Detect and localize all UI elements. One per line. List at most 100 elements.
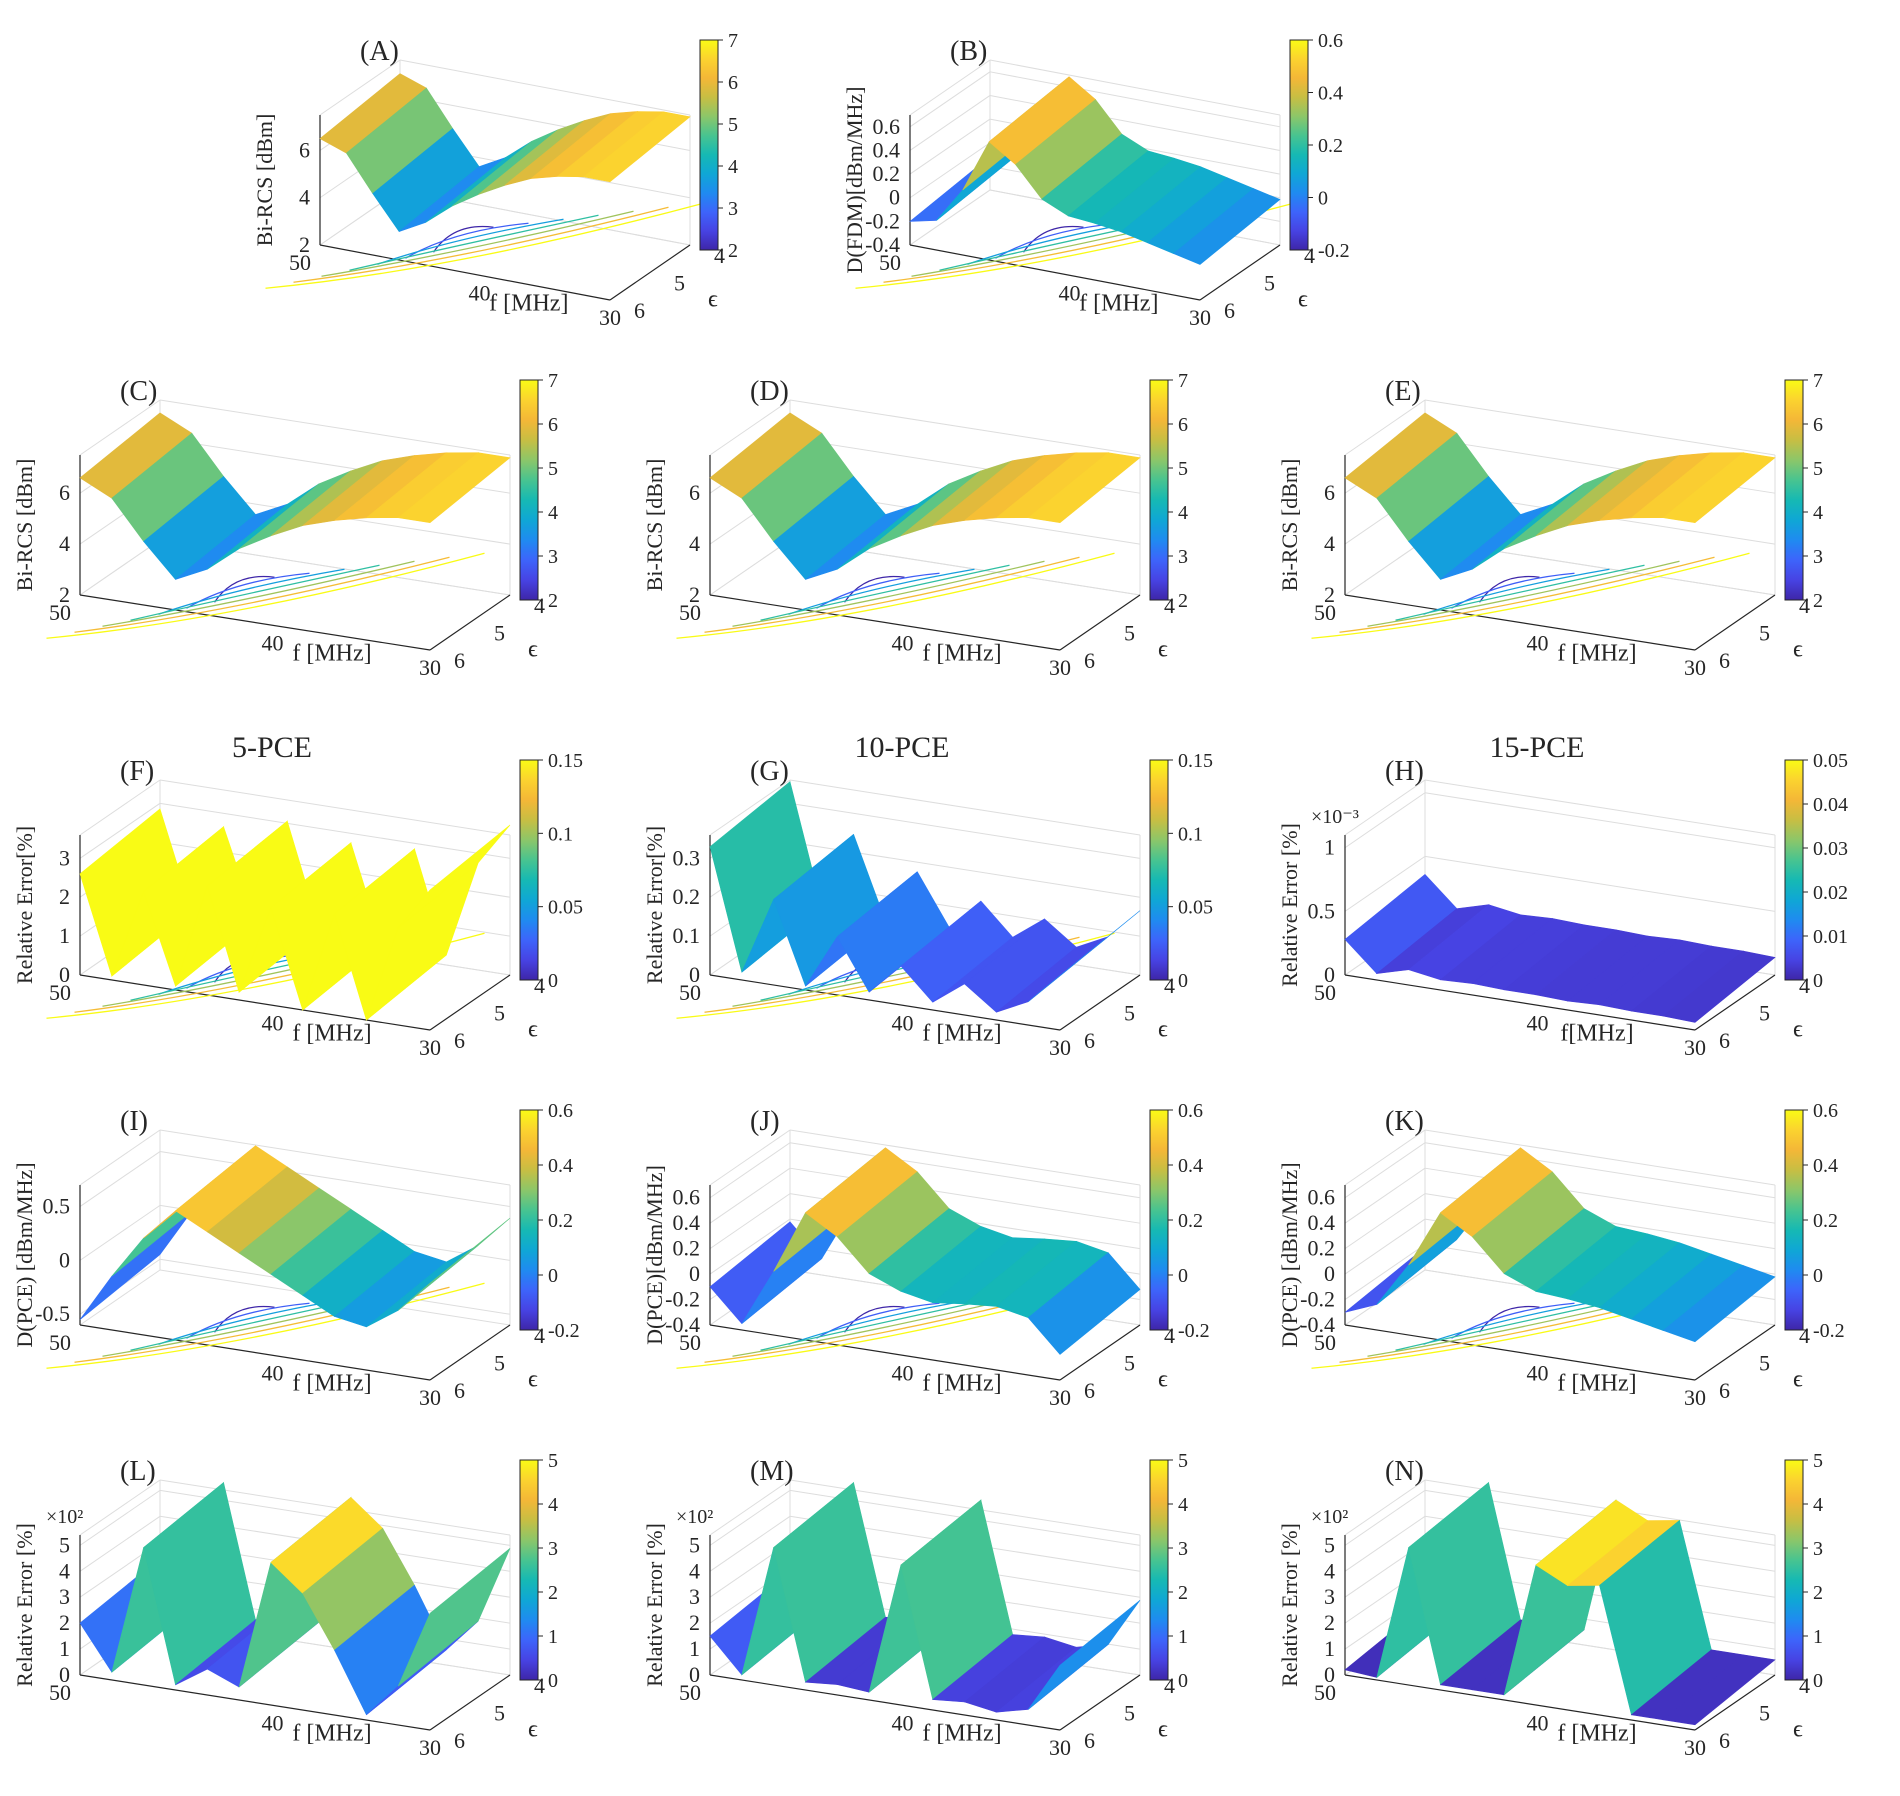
y-axis-line <box>1059 594 1141 651</box>
contour-line <box>760 564 1010 621</box>
grid-line <box>159 1151 511 1208</box>
x-tick-label: 30 <box>1684 1385 1706 1410</box>
panel-title: 15-PCE <box>1489 731 1584 764</box>
grid-line <box>79 1129 161 1186</box>
colorbar-C: 2 3 4 5 6 7 <box>519 370 558 612</box>
x-tick-label: 40 <box>262 1010 284 1035</box>
y-tick-label: 6 <box>454 1378 465 1403</box>
grid-line <box>79 1489 161 1546</box>
panel-label: (K) <box>1385 1106 1424 1137</box>
y-tick-label: 5 <box>1759 1001 1770 1026</box>
surface-patch <box>397 824 511 929</box>
panel-label: (A) <box>360 36 399 67</box>
colorbar-rect <box>1149 379 1169 601</box>
y-tick-label: 6 <box>454 648 465 673</box>
grid-line <box>1424 1167 1776 1224</box>
grid-line <box>709 399 791 456</box>
colorbar-rect <box>1149 759 1169 981</box>
colorbar-tick-label: 2 <box>1813 1582 1823 1604</box>
z-tick-label: 4 <box>299 185 310 210</box>
x-tick-label: 30 <box>1049 1385 1071 1410</box>
y-axis-line <box>429 1324 511 1381</box>
panel-H: 0 0.5 1 50 40 30 4 5 6 f[MHz] ϵ Relative Error [%] ×… <box>1277 731 1848 1060</box>
colorbar-tick-label: 0.1 <box>1178 823 1203 845</box>
z-tick-label: 4 <box>1324 531 1335 556</box>
z-tick-label: 2 <box>1324 1610 1335 1635</box>
colorbar-K: -0.2 0 0.2 0.4 0.6 <box>1784 1100 1845 1342</box>
grid-line <box>159 779 511 836</box>
x-axis-label: f [MHz] <box>922 1021 1001 1047</box>
x-tick-label: 40 <box>892 1010 914 1035</box>
y-axis-line <box>1694 974 1776 1031</box>
x-tick-label: 50 <box>289 250 311 275</box>
z-tick-label: 6 <box>1324 480 1335 505</box>
y-tick-label: 4 <box>1799 1323 1810 1348</box>
grid-line <box>1424 779 1776 836</box>
colorbar-tick-label: 0 <box>548 970 558 992</box>
x-axis-line <box>79 1674 431 1731</box>
grid-line <box>1344 539 1426 596</box>
x-tick-label: 30 <box>1049 1035 1071 1060</box>
colorbar-rect <box>1784 379 1804 601</box>
y-tick-label: 6 <box>1224 298 1235 323</box>
contour-line <box>377 218 564 265</box>
y-axis-label: ϵ <box>1298 287 1308 313</box>
z-axis-label: D(FDM)[dBm/MHz] <box>842 87 867 274</box>
grid-line <box>1344 779 1426 836</box>
x-axis-line <box>79 974 431 1031</box>
contours-D <box>676 552 1115 639</box>
contours-I <box>46 1282 485 1369</box>
y-tick-label: 5 <box>1759 621 1770 646</box>
colorbar-J: -0.2 0 0.2 0.4 0.6 <box>1149 1100 1210 1342</box>
x-axis-line <box>709 974 1061 1031</box>
x-tick-label: 30 <box>419 655 441 680</box>
z-axis-label: Relative Error[%] <box>642 826 667 984</box>
contour-line <box>213 1305 275 1333</box>
y-axis-label: ϵ <box>528 1367 538 1393</box>
x-tick-label: 40 <box>262 630 284 655</box>
contour-line <box>158 568 345 615</box>
colorbar-tick-label: 3 <box>548 546 558 568</box>
panel-label: (D) <box>750 376 789 407</box>
grid-line <box>789 1142 1141 1199</box>
y-tick-label: 5 <box>1264 271 1275 296</box>
colorbar-tick-label: 4 <box>1813 1494 1823 1516</box>
y-axis-label: ϵ <box>1793 1017 1803 1043</box>
z-tick-label: 0.4 <box>1308 1210 1336 1235</box>
x-axis-label: f[MHz] <box>1560 1021 1633 1047</box>
contour-line <box>349 214 599 271</box>
grid-line <box>319 59 401 116</box>
colorbar-rect <box>519 1109 539 1331</box>
grid-line <box>1424 855 1776 912</box>
y-tick-label: 5 <box>494 621 505 646</box>
colorbar-tick-label: 0.6 <box>548 1100 573 1122</box>
colorbar-rect <box>1149 1109 1169 1331</box>
colorbar-tick-label: 5 <box>1813 1450 1823 1472</box>
colorbar-M: 0 1 2 3 4 5 <box>1149 1450 1188 1692</box>
x-axis-line <box>1344 974 1696 1031</box>
colorbar-N: 0 1 2 3 4 5 <box>1784 1450 1823 1692</box>
z-tick-label: 4 <box>689 531 700 556</box>
colorbar-tick-label: 0.15 <box>548 750 583 772</box>
colorbar-tick-label: 4 <box>1813 502 1823 524</box>
y-tick-label: 4 <box>534 593 545 618</box>
grid-line <box>909 95 991 151</box>
surface-G <box>709 781 1141 1013</box>
surface-I <box>79 1145 511 1328</box>
y-tick-label: 5 <box>494 1001 505 1026</box>
colorbar-tick-label: 0 <box>1178 1265 1188 1287</box>
z-tick-label: -0.2 <box>865 208 900 233</box>
colorbar-tick-label: 3 <box>1813 546 1823 568</box>
axes-frame-H: 0 0.5 1 50 40 30 4 5 6 f[MHz] ϵ Relative Error [%] ×… <box>1277 779 1810 1060</box>
panel-G: 0 0.1 0.2 0.3 50 40 30 4 5 6 f [MHz] ϵ Relative Erro… <box>642 731 1213 1060</box>
panel-F: 0 1 2 3 50 40 30 4 5 6 f [MHz] ϵ Relative Error[%] (F… <box>12 731 583 1060</box>
colorbar-tick-label: 2 <box>548 590 558 612</box>
y-axis-label: ϵ <box>528 1717 538 1743</box>
y-tick-label: 6 <box>1719 1378 1730 1403</box>
contour-line <box>293 206 669 283</box>
colorbar-tick-label: -0.2 <box>1318 240 1350 262</box>
grid-line <box>989 59 1281 116</box>
